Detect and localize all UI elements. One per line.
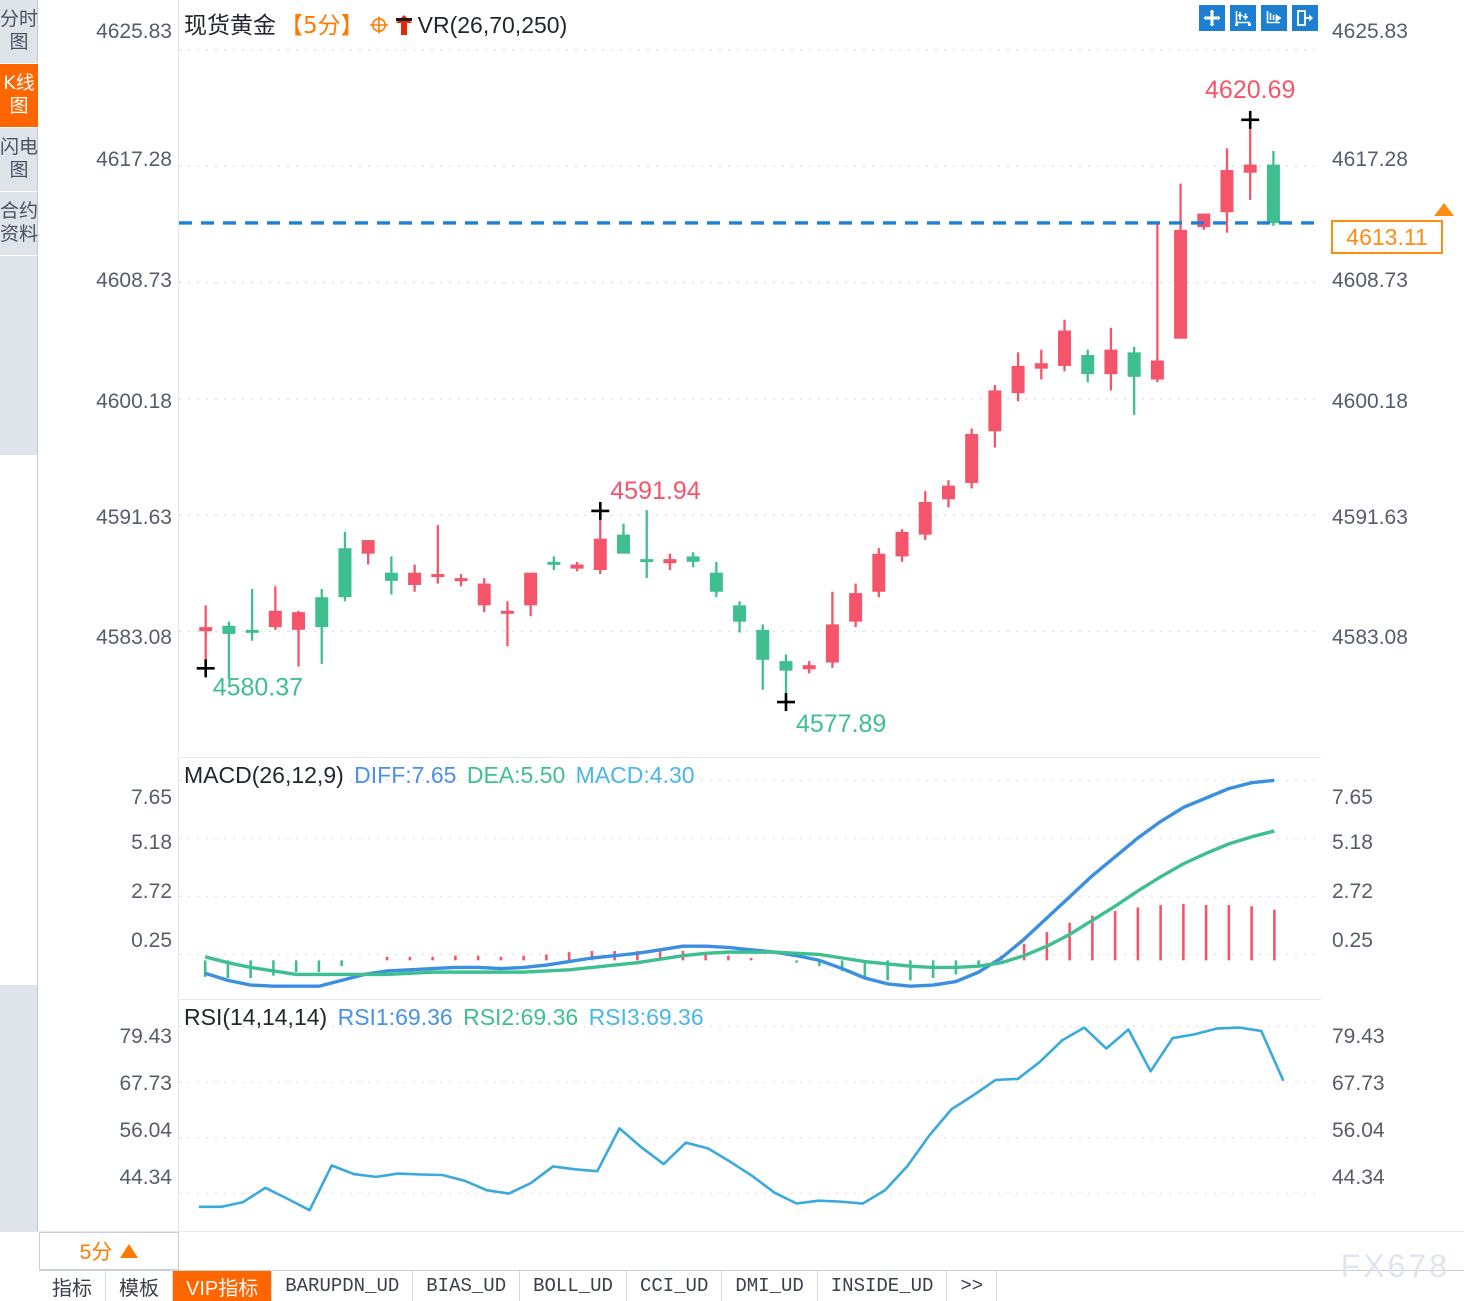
macd-header: MACD(26,12,9) DIFF:7.65 DEA:5.50 MACD:4.… <box>184 762 699 789</box>
price-axis-label: 4591.63 <box>96 506 172 529</box>
sidebar-filler <box>0 455 38 985</box>
macd-diff-value: DIFF:7.65 <box>354 762 457 788</box>
right-price-axis: 4625.83 4617.28 4608.73 4600.18 4591.63 … <box>1320 0 1464 1232</box>
macd-axis-label: 5.18 <box>1332 831 1373 854</box>
rsi-axis-label: 79.43 <box>119 1025 172 1048</box>
rsi-axis-label: 67.73 <box>119 1072 172 1095</box>
watermark: FX678 <box>1340 1248 1450 1284</box>
tab-inside-ud[interactable]: INSIDE_UD <box>818 1271 948 1301</box>
macd-axis-label: 0.25 <box>131 929 172 952</box>
price-axis-label: 4625.83 <box>96 20 172 43</box>
tab-label: >> <box>960 1275 984 1297</box>
price-axis-label: 4600.18 <box>96 390 172 413</box>
price-chart-canvas: 4580.37 4577.89 4591.94 4620.69 <box>179 49 1321 738</box>
macd-axis-label: 2.72 <box>1332 880 1373 903</box>
current-price-tag[interactable]: 4613.11 <box>1331 220 1443 254</box>
rsi-axis-label: 44.34 <box>119 1166 172 1189</box>
rsi2-value: RSI2:69.36 <box>463 1004 579 1030</box>
price-axis-label: 4583.08 <box>1332 626 1408 649</box>
rsi-axis-label: 79.43 <box>1332 1025 1385 1048</box>
left-price-axis: 4625.83 4617.28 4608.73 4600.18 4591.63 … <box>39 0 178 1232</box>
tab-more[interactable]: >> <box>947 1271 998 1301</box>
indicator-tab-bar: 指标 模板 VIP指标 BARUPDN_UD BIAS_UD BOLL_UD CCI_UD D… <box>39 1270 1464 1301</box>
price-direction-arrow-icon <box>1434 203 1454 216</box>
macd-axis-label: 5.18 <box>131 831 172 854</box>
price-axis-label: 4608.73 <box>1332 269 1408 292</box>
current-price-value: 4613.11 <box>1346 223 1428 250</box>
macd-axis-label: 0.25 <box>1332 929 1373 952</box>
tab-bias-ud[interactable]: BIAS_UD <box>413 1271 521 1301</box>
price-axis-label: 4583.08 <box>96 626 172 649</box>
rsi-chart-canvas <box>179 1025 1321 1212</box>
timeframe-label: 5分 <box>79 1241 113 1264</box>
measure-tool-icon[interactable] <box>1230 5 1256 31</box>
sidebar-item-lightning[interactable]: 闪电图 <box>0 128 38 192</box>
tab-label: BARUPDN_UD <box>285 1275 400 1297</box>
tab-dmi-ud[interactable]: DMI_UD <box>722 1271 818 1301</box>
rsi-axis-label: 67.73 <box>1332 1072 1385 1095</box>
timeframe-button[interactable]: 5分 <box>39 1232 179 1270</box>
macd-chart-pane[interactable] <box>178 757 1321 998</box>
rsi-axis-label: 56.04 <box>1332 1119 1385 1142</box>
move-tool-icon[interactable] <box>1199 5 1225 31</box>
chart-annotation-label: 4591.94 <box>610 477 700 505</box>
price-axis-label: 4617.28 <box>1332 148 1408 171</box>
up-arrow-icon[interactable] <box>394 14 414 36</box>
tab-barupdn-ud[interactable]: BARUPDN_UD <box>272 1271 414 1301</box>
price-axis-label: 4600.18 <box>1332 390 1408 413</box>
macd-chart-canvas <box>179 778 1321 988</box>
tab-label: CCI_UD <box>639 1275 709 1297</box>
sidebar-item-contract-info[interactable]: 合约资料 <box>0 192 38 256</box>
tab-boll-ud[interactable]: BOLL_UD <box>520 1271 627 1301</box>
rsi-title[interactable]: RSI(14,14,14) <box>184 1004 328 1030</box>
tab-label: BIAS_UD <box>426 1275 507 1297</box>
rsi-header: RSI(14,14,14) RSI1:69.36 RSI2:69.36 RSI3… <box>184 1004 708 1031</box>
period-label[interactable]: 【5分】 <box>280 13 364 39</box>
tab-label: INSIDE_UD <box>830 1275 934 1297</box>
replay-tool-icon[interactable] <box>1261 5 1287 31</box>
chart-header: 现货黄金 【5分】 VR(26,70,250) <box>184 6 571 40</box>
indicator-name[interactable]: VR(26,70,250) <box>417 12 568 38</box>
tab-vip-indicators[interactable]: VIP指标 <box>173 1271 273 1301</box>
rsi1-value: RSI1:69.36 <box>337 1004 453 1030</box>
chart-toolbar <box>1199 5 1318 31</box>
rsi-chart-pane[interactable] <box>178 999 1321 1233</box>
macd-dea-value: DEA:5.50 <box>466 762 566 788</box>
tab-label: 模板 <box>119 1277 159 1300</box>
symbol-name: 现货黄金 <box>184 13 276 39</box>
tab-label: DMI_UD <box>735 1275 804 1297</box>
macd-title[interactable]: MACD(26,12,9) <box>184 762 344 788</box>
chart-annotation-label: 4577.89 <box>796 710 886 738</box>
macd-axis-label: 2.72 <box>131 880 172 903</box>
rsi3-value: RSI3:69.36 <box>588 1004 704 1030</box>
tab-label: 指标 <box>52 1277 92 1300</box>
price-axis-label: 4617.28 <box>96 148 172 171</box>
price-axis-label: 4591.63 <box>1332 506 1408 529</box>
tab-cci-ud[interactable]: CCI_UD <box>627 1271 723 1301</box>
sidebar-item-kline[interactable]: K线图 <box>0 64 38 128</box>
chart-annotation-label: 4580.37 <box>213 673 303 701</box>
chart-annotation-label: 4620.69 <box>1205 76 1295 104</box>
rsi-axis-label: 56.04 <box>119 1119 172 1142</box>
price-chart-pane[interactable]: 4580.37 4577.89 4591.94 4620.69 <box>178 0 1321 755</box>
price-axis-label: 4625.83 <box>1332 20 1408 43</box>
tab-label: BOLL_UD <box>533 1275 613 1297</box>
macd-macd-value: MACD:4.30 <box>575 762 695 788</box>
triangle-up-icon <box>120 1244 139 1258</box>
tab-indicators[interactable]: 指标 <box>39 1271 106 1301</box>
macd-axis-label: 7.65 <box>1332 786 1373 809</box>
sidebar-item-timeshare[interactable]: 分时图 <box>0 0 38 64</box>
price-axis-label: 4608.73 <box>96 269 172 292</box>
tab-label: VIP指标 <box>186 1277 259 1300</box>
macd-axis-label: 7.65 <box>131 786 172 809</box>
tab-templates[interactable]: 模板 <box>106 1271 173 1301</box>
exit-tool-icon[interactable] <box>1292 5 1318 31</box>
rsi-axis-label: 44.34 <box>1332 1166 1385 1189</box>
crosshair-icon[interactable] <box>368 14 390 36</box>
bottom-divider <box>39 1231 1464 1232</box>
